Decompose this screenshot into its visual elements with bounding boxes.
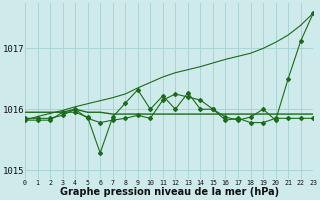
X-axis label: Graphe pression niveau de la mer (hPa): Graphe pression niveau de la mer (hPa) [60,187,279,197]
